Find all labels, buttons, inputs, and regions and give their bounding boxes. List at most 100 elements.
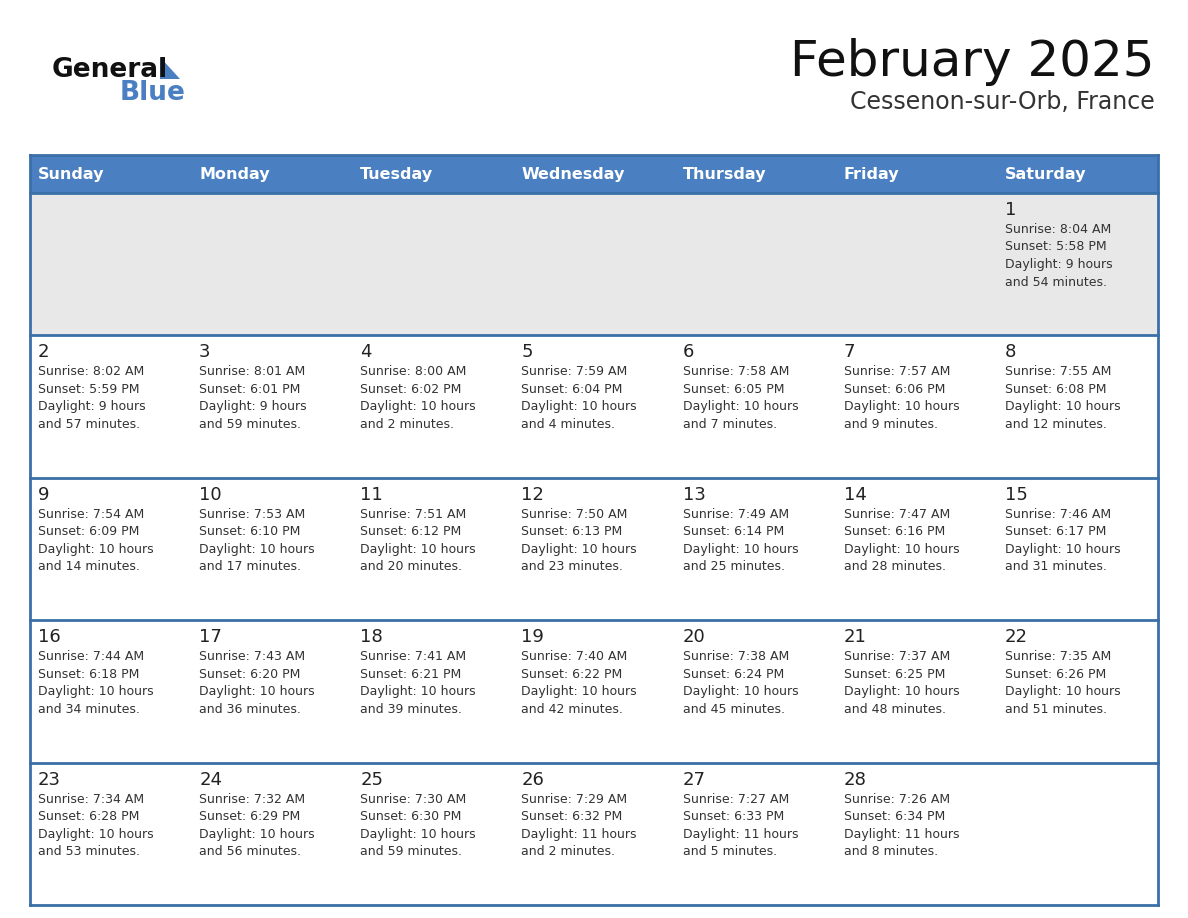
Text: Sunrise: 7:41 AM: Sunrise: 7:41 AM bbox=[360, 650, 467, 663]
Text: Daylight: 10 hours: Daylight: 10 hours bbox=[843, 685, 960, 699]
Text: Sunrise: 7:55 AM: Sunrise: 7:55 AM bbox=[1005, 365, 1111, 378]
Text: Saturday: Saturday bbox=[1005, 166, 1086, 182]
Text: Sunset: 6:30 PM: Sunset: 6:30 PM bbox=[360, 810, 462, 823]
Text: and 4 minutes.: and 4 minutes. bbox=[522, 418, 615, 431]
Text: Sunrise: 7:51 AM: Sunrise: 7:51 AM bbox=[360, 508, 467, 521]
Text: Sunset: 6:22 PM: Sunset: 6:22 PM bbox=[522, 667, 623, 681]
Text: Sunset: 5:58 PM: Sunset: 5:58 PM bbox=[1005, 241, 1106, 253]
Text: Sunset: 6:09 PM: Sunset: 6:09 PM bbox=[38, 525, 139, 538]
Bar bbox=[30, 763, 1158, 905]
Text: Daylight: 10 hours: Daylight: 10 hours bbox=[1005, 685, 1120, 699]
Text: 8: 8 bbox=[1005, 343, 1016, 362]
Text: and 42 minutes.: and 42 minutes. bbox=[522, 702, 624, 716]
Text: 4: 4 bbox=[360, 343, 372, 362]
Text: Daylight: 9 hours: Daylight: 9 hours bbox=[200, 400, 307, 413]
Text: Daylight: 10 hours: Daylight: 10 hours bbox=[683, 400, 798, 413]
Bar bbox=[30, 155, 1158, 193]
Text: and 48 minutes.: and 48 minutes. bbox=[843, 702, 946, 716]
Bar bbox=[30, 621, 1158, 763]
Text: 15: 15 bbox=[1005, 486, 1028, 504]
Text: 16: 16 bbox=[38, 628, 61, 646]
Text: 14: 14 bbox=[843, 486, 866, 504]
Text: and 54 minutes.: and 54 minutes. bbox=[1005, 275, 1107, 288]
Text: and 34 minutes.: and 34 minutes. bbox=[38, 702, 140, 716]
Text: 10: 10 bbox=[200, 486, 222, 504]
Text: and 53 minutes.: and 53 minutes. bbox=[38, 845, 140, 858]
Text: 6: 6 bbox=[683, 343, 694, 362]
Text: and 5 minutes.: and 5 minutes. bbox=[683, 845, 777, 858]
Text: Sunset: 6:34 PM: Sunset: 6:34 PM bbox=[843, 810, 944, 823]
Text: 21: 21 bbox=[843, 628, 866, 646]
Polygon shape bbox=[160, 57, 181, 79]
Text: 17: 17 bbox=[200, 628, 222, 646]
Text: and 28 minutes.: and 28 minutes. bbox=[843, 560, 946, 574]
Text: Sunset: 6:01 PM: Sunset: 6:01 PM bbox=[200, 383, 301, 396]
Text: 1: 1 bbox=[1005, 201, 1016, 219]
Text: Daylight: 10 hours: Daylight: 10 hours bbox=[200, 543, 315, 555]
Text: Blue: Blue bbox=[120, 80, 185, 106]
Text: Sunset: 5:59 PM: Sunset: 5:59 PM bbox=[38, 383, 139, 396]
Text: Sunrise: 7:43 AM: Sunrise: 7:43 AM bbox=[200, 650, 305, 663]
Text: 3: 3 bbox=[200, 343, 210, 362]
Text: and 23 minutes.: and 23 minutes. bbox=[522, 560, 624, 574]
Bar bbox=[30, 193, 1158, 335]
Text: Sunrise: 7:59 AM: Sunrise: 7:59 AM bbox=[522, 365, 627, 378]
Text: 19: 19 bbox=[522, 628, 544, 646]
Text: Daylight: 10 hours: Daylight: 10 hours bbox=[522, 685, 637, 699]
Text: Sunset: 6:28 PM: Sunset: 6:28 PM bbox=[38, 810, 139, 823]
Text: 2: 2 bbox=[38, 343, 50, 362]
Text: Sunrise: 8:02 AM: Sunrise: 8:02 AM bbox=[38, 365, 144, 378]
Text: General: General bbox=[52, 57, 169, 83]
Text: and 14 minutes.: and 14 minutes. bbox=[38, 560, 140, 574]
Text: Sunset: 6:24 PM: Sunset: 6:24 PM bbox=[683, 667, 784, 681]
Text: Daylight: 10 hours: Daylight: 10 hours bbox=[200, 828, 315, 841]
Text: and 9 minutes.: and 9 minutes. bbox=[843, 418, 937, 431]
Text: Sunrise: 7:53 AM: Sunrise: 7:53 AM bbox=[200, 508, 305, 521]
Text: Daylight: 10 hours: Daylight: 10 hours bbox=[38, 685, 153, 699]
Text: 27: 27 bbox=[683, 770, 706, 789]
Text: and 2 minutes.: and 2 minutes. bbox=[360, 418, 454, 431]
Text: Daylight: 10 hours: Daylight: 10 hours bbox=[360, 685, 476, 699]
Text: and 31 minutes.: and 31 minutes. bbox=[1005, 560, 1107, 574]
Text: and 57 minutes.: and 57 minutes. bbox=[38, 418, 140, 431]
Text: Sunset: 6:25 PM: Sunset: 6:25 PM bbox=[843, 667, 946, 681]
Text: Sunset: 6:32 PM: Sunset: 6:32 PM bbox=[522, 810, 623, 823]
Text: Sunset: 6:16 PM: Sunset: 6:16 PM bbox=[843, 525, 944, 538]
Text: Daylight: 10 hours: Daylight: 10 hours bbox=[38, 543, 153, 555]
Text: Daylight: 10 hours: Daylight: 10 hours bbox=[683, 543, 798, 555]
Text: Sunrise: 7:29 AM: Sunrise: 7:29 AM bbox=[522, 792, 627, 806]
Text: 18: 18 bbox=[360, 628, 383, 646]
Text: Sunrise: 7:38 AM: Sunrise: 7:38 AM bbox=[683, 650, 789, 663]
Text: 11: 11 bbox=[360, 486, 383, 504]
Text: Sunrise: 7:35 AM: Sunrise: 7:35 AM bbox=[1005, 650, 1111, 663]
Text: Daylight: 10 hours: Daylight: 10 hours bbox=[843, 400, 960, 413]
Text: Daylight: 10 hours: Daylight: 10 hours bbox=[200, 685, 315, 699]
Text: Daylight: 9 hours: Daylight: 9 hours bbox=[38, 400, 146, 413]
Text: Sunrise: 7:32 AM: Sunrise: 7:32 AM bbox=[200, 792, 305, 806]
Text: 20: 20 bbox=[683, 628, 706, 646]
Text: Sunset: 6:33 PM: Sunset: 6:33 PM bbox=[683, 810, 784, 823]
Text: Sunset: 6:08 PM: Sunset: 6:08 PM bbox=[1005, 383, 1106, 396]
Text: Sunset: 6:04 PM: Sunset: 6:04 PM bbox=[522, 383, 623, 396]
Text: Sunset: 6:13 PM: Sunset: 6:13 PM bbox=[522, 525, 623, 538]
Text: 12: 12 bbox=[522, 486, 544, 504]
Text: 23: 23 bbox=[38, 770, 61, 789]
Text: 28: 28 bbox=[843, 770, 866, 789]
Text: Cessenon-sur-Orb, France: Cessenon-sur-Orb, France bbox=[851, 90, 1155, 114]
Text: 5: 5 bbox=[522, 343, 533, 362]
Text: Sunrise: 7:40 AM: Sunrise: 7:40 AM bbox=[522, 650, 627, 663]
Text: and 25 minutes.: and 25 minutes. bbox=[683, 560, 784, 574]
Text: Sunrise: 8:01 AM: Sunrise: 8:01 AM bbox=[200, 365, 305, 378]
Text: Sunset: 6:29 PM: Sunset: 6:29 PM bbox=[200, 810, 301, 823]
Bar bbox=[30, 477, 1158, 621]
Text: Daylight: 10 hours: Daylight: 10 hours bbox=[360, 543, 476, 555]
Text: Monday: Monday bbox=[200, 166, 270, 182]
Text: Sunrise: 7:49 AM: Sunrise: 7:49 AM bbox=[683, 508, 789, 521]
Text: and 59 minutes.: and 59 minutes. bbox=[360, 845, 462, 858]
Text: and 45 minutes.: and 45 minutes. bbox=[683, 702, 784, 716]
Text: and 51 minutes.: and 51 minutes. bbox=[1005, 702, 1107, 716]
Text: Sunset: 6:02 PM: Sunset: 6:02 PM bbox=[360, 383, 462, 396]
Text: Sunset: 6:17 PM: Sunset: 6:17 PM bbox=[1005, 525, 1106, 538]
Text: Sunrise: 7:27 AM: Sunrise: 7:27 AM bbox=[683, 792, 789, 806]
Text: and 7 minutes.: and 7 minutes. bbox=[683, 418, 777, 431]
